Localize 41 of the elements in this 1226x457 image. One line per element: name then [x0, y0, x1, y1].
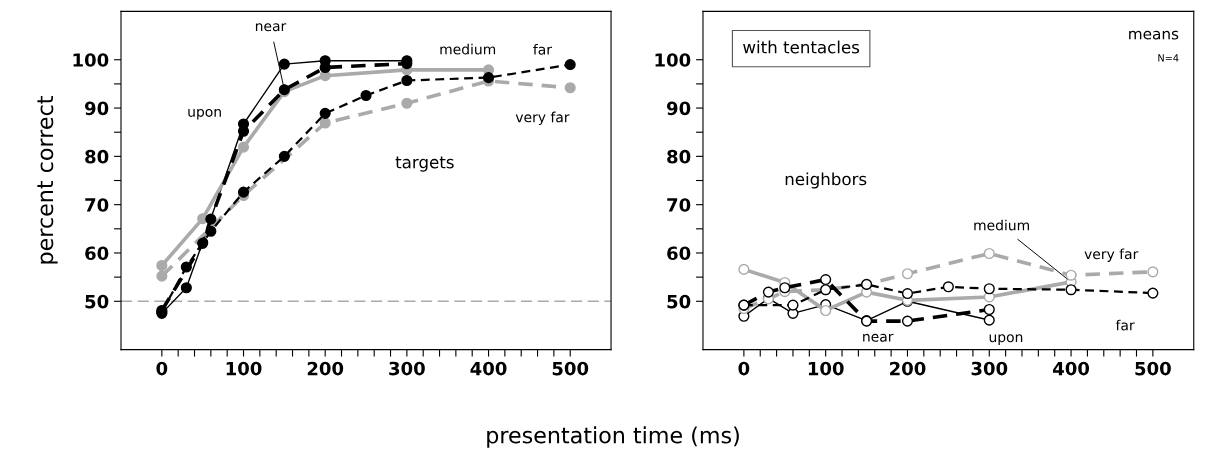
series-label: very far — [515, 111, 570, 126]
x-tick-label: 300 — [971, 361, 1008, 376]
annotation: neighbors — [785, 172, 867, 189]
x-tick-label: 0 — [156, 361, 168, 376]
annotation: N=4 — [1158, 54, 1179, 62]
y-tick-label: 100 — [73, 53, 109, 67]
y-tick-label: 80 — [667, 149, 691, 164]
x-tick-label: 300 — [389, 361, 425, 376]
x-tick-label: 400 — [1053, 361, 1090, 376]
y-tick-label: 60 — [667, 246, 691, 261]
y-tick-label: 90 — [85, 101, 109, 116]
annotation: with tentacles — [743, 40, 860, 54]
x-axis-title: presentation time (ms) — [487, 426, 739, 448]
y-tick-label: 70 — [667, 198, 691, 212]
y-tick-label: 60 — [85, 246, 109, 261]
y-tick-label: 100 — [655, 53, 691, 67]
text: medium — [974, 219, 1029, 231]
series-label: upon — [989, 334, 1023, 345]
x-tick-label: 500 — [1135, 361, 1171, 376]
x-tick-label: 200 — [307, 361, 344, 376]
x-tick-label: 100 — [226, 361, 262, 376]
y-tick-label: 90 — [666, 101, 691, 116]
x-tick-label: 500 — [552, 361, 589, 376]
x-tick-label: 0 — [738, 361, 750, 376]
x-tick-label: 400 — [470, 361, 507, 376]
y-tick-label: 70 — [85, 198, 109, 212]
series-label: far — [1115, 319, 1135, 331]
series-label: far — [533, 43, 552, 55]
series-label: medium — [440, 43, 496, 55]
series-label: upon — [188, 108, 221, 120]
series-label: very far — [1084, 248, 1139, 262]
series-label: near — [863, 333, 894, 342]
annotation: targets — [395, 156, 454, 172]
x-tick-label: 100 — [808, 361, 844, 376]
annotation: means — [1129, 30, 1179, 40]
y-axis-title: percent correct — [37, 96, 58, 264]
y-tick-label: 80 — [85, 149, 109, 164]
text: near — [255, 23, 287, 32]
y-tick-label: 50 — [667, 294, 691, 309]
x-tick-label: 200 — [890, 361, 926, 376]
y-tick-label: 50 — [85, 294, 109, 309]
